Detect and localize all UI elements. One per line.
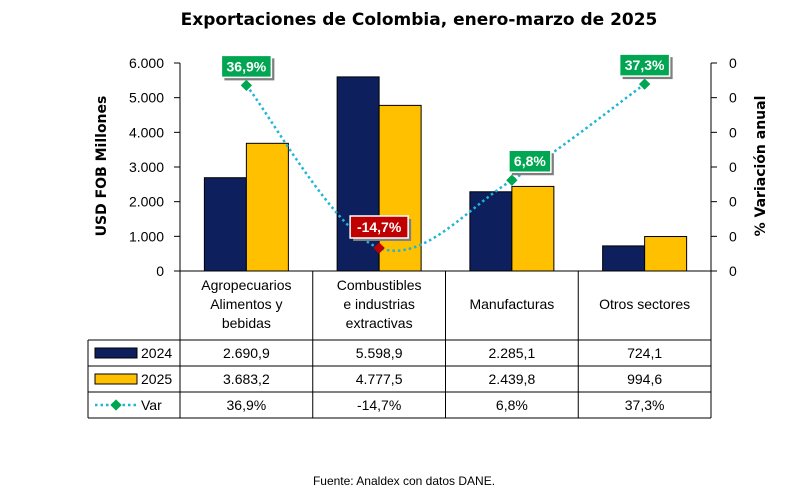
legend-key-marker	[110, 399, 122, 411]
bar-2025	[245, 142, 289, 272]
legend-label: 2025	[141, 371, 172, 387]
legend-key-2024	[94, 347, 138, 359]
y-axis: 0 1.000 2.000 3.000 4.000 5.000 6.000	[129, 55, 180, 279]
variation-label-box	[220, 54, 273, 79]
legend-label: 2024	[141, 345, 172, 361]
variation-marker	[373, 242, 385, 254]
y2-axis: 0 0 0 0 0 0 0	[711, 55, 737, 279]
table-cell: 3.683,2	[223, 371, 270, 387]
bar-2025	[644, 236, 688, 272]
category-label: bebidas	[222, 315, 271, 331]
y-tick-label: 6.000	[129, 55, 164, 71]
data-table: Agropecuarios Alimentos y bebidas Combustib…	[87, 277, 711, 419]
variation-label: 6,8%	[514, 153, 546, 169]
variation-label: 36,9%	[227, 58, 267, 74]
bar-2024	[336, 76, 380, 272]
y2-tick-label: 0	[729, 194, 737, 210]
variation-label: 37,3%	[625, 57, 665, 73]
table-cell: 6,8%	[496, 397, 528, 413]
y-axis-title: USD FOB Millones	[94, 96, 110, 237]
bar-2024	[203, 177, 247, 272]
table-cell: 2.285,1	[489, 345, 536, 361]
y2-tick-label: 0	[729, 159, 737, 175]
table-cell: 37,3%	[625, 397, 665, 413]
category-label: Alimentos y	[210, 296, 282, 312]
table-cell: 5.598,9	[356, 345, 403, 361]
y-tick-label: 3.000	[129, 159, 164, 175]
category-label: Manufacturas	[469, 296, 554, 312]
variation-line-path	[245, 83, 646, 252]
category-label: Otros sectores	[599, 296, 690, 312]
variation-label-box	[349, 215, 409, 239]
table-cell: 36,9%	[227, 397, 267, 413]
source-note: Fuente: Analdex con datos DANE.	[312, 474, 496, 488]
y2-tick-label: 0	[729, 228, 737, 244]
y2-tick-label: 0	[729, 55, 737, 71]
bar-2024	[469, 191, 513, 272]
category-label: extractivas	[346, 315, 413, 331]
legend-label: Var	[141, 397, 162, 413]
legend-key-2025	[94, 373, 138, 385]
variation-label-box	[618, 53, 671, 77]
y-tick-label: 1.000	[129, 228, 164, 244]
y-tick-label: 0	[156, 263, 164, 279]
y2-tick-label: 0	[729, 90, 737, 106]
variation-marker	[506, 174, 518, 186]
table-cell: 994,6	[627, 371, 662, 387]
bars	[203, 76, 688, 272]
bar-2025	[511, 185, 555, 272]
axis-lines	[179, 63, 712, 418]
category-label: Agropecuarios	[201, 277, 291, 293]
table-cell: 2.690,9	[223, 345, 270, 361]
table-cell: -14,7%	[357, 397, 401, 413]
table-cell: 724,1	[627, 345, 662, 361]
table-cell: 4.777,5	[356, 371, 403, 387]
chart: Exportaciones de Colombia, enero-marzo d…	[87, 10, 769, 419]
table-cell: 2.439,8	[489, 371, 536, 387]
bar-2025	[378, 104, 422, 272]
y-tick-label: 5.000	[129, 90, 164, 106]
variation-label: -14,7%	[357, 219, 402, 235]
variation-label-box	[508, 149, 552, 173]
y2-axis-title: % Variación anual	[753, 96, 769, 237]
chart-title: Exportaciones de Colombia, enero-marzo d…	[181, 10, 658, 30]
y2-tick-label: 0	[729, 124, 737, 140]
y2-tick-label: 0	[729, 263, 737, 279]
y-tick-label: 2.000	[129, 194, 164, 210]
bar-2024	[602, 245, 646, 272]
category-label: Combustibles	[337, 277, 422, 293]
y-tick-label: 4.000	[129, 124, 164, 140]
category-label: e industrias	[343, 296, 415, 312]
variation-line: 36,9% -14,7% 6,8% 37,3%	[220, 53, 673, 254]
